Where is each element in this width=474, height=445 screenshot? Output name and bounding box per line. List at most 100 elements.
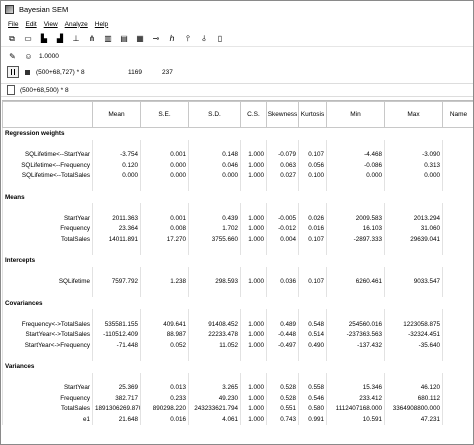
menu-view[interactable]: View: [43, 20, 58, 28]
value-cell[interactable]: 0.558: [298, 382, 327, 393]
value-cell[interactable]: 2011.363: [92, 213, 141, 224]
prior-icon[interactable]: ℎ: [169, 33, 175, 43]
value-cell[interactable]: 23.364: [92, 223, 141, 234]
value-cell[interactable]: 0.439: [188, 213, 241, 224]
menu-analyze[interactable]: Analyze: [64, 20, 88, 28]
value-cell[interactable]: [442, 160, 473, 171]
header-max[interactable]: Max: [384, 101, 443, 128]
value-cell[interactable]: 535581.155: [92, 319, 141, 330]
header-skewness[interactable]: Skewness: [266, 101, 299, 128]
columns-icon[interactable]: ▥: [104, 33, 112, 43]
value-cell[interactable]: 0.001: [140, 149, 189, 160]
value-cell[interactable]: 1.238: [140, 276, 189, 287]
value-cell[interactable]: -71.448: [92, 340, 141, 351]
value-cell[interactable]: 1.000: [240, 223, 267, 234]
value-cell[interactable]: 7597.792: [92, 276, 141, 287]
parameter-label[interactable]: Frequency: [2, 223, 93, 234]
table-icon[interactable]: ▤: [120, 33, 128, 43]
value-cell[interactable]: 4.061: [188, 414, 241, 425]
value-cell[interactable]: 1.000: [240, 329, 267, 340]
parameter-label[interactable]: TotalSales: [2, 403, 93, 414]
value-cell[interactable]: 2009.583: [326, 213, 385, 224]
value-cell[interactable]: 0.528: [266, 393, 299, 404]
value-cell[interactable]: 0.100: [298, 170, 327, 181]
value-cell[interactable]: 1.000: [240, 234, 267, 245]
value-cell[interactable]: -0.012: [266, 223, 299, 234]
value-cell[interactable]: -237363.563: [326, 329, 385, 340]
value-cell[interactable]: [442, 329, 473, 340]
header-kurtosis[interactable]: Kurtosis: [298, 101, 327, 128]
value-cell[interactable]: 17.270: [140, 234, 189, 245]
value-cell[interactable]: 1.000: [240, 382, 267, 393]
value-cell[interactable]: 1.000: [240, 414, 267, 425]
value-cell[interactable]: [442, 393, 473, 404]
value-cell[interactable]: [442, 234, 473, 245]
value-cell[interactable]: -0.005: [266, 213, 299, 224]
value-cell[interactable]: 0.313: [384, 160, 443, 171]
value-cell[interactable]: 0.489: [266, 319, 299, 330]
value-cell[interactable]: 1.702: [188, 223, 241, 234]
value-cell[interactable]: 1.000: [240, 213, 267, 224]
value-cell[interactable]: [442, 223, 473, 234]
value-cell[interactable]: 3364908800.000: [384, 403, 443, 414]
value-cell[interactable]: 0.001: [140, 213, 189, 224]
value-cell[interactable]: 0.000: [140, 170, 189, 181]
header-se[interactable]: S.E.: [140, 101, 189, 128]
value-cell[interactable]: 0.013: [140, 382, 189, 393]
value-cell[interactable]: 0.148: [188, 149, 241, 160]
value-cell[interactable]: -3.754: [92, 149, 141, 160]
value-cell[interactable]: 0.490: [298, 340, 327, 351]
value-cell[interactable]: 0.000: [92, 170, 141, 181]
value-cell[interactable]: 680.112: [384, 393, 443, 404]
parameter-label[interactable]: SQLifetime: [2, 276, 93, 287]
value-cell[interactable]: 409.641: [140, 319, 189, 330]
value-cell[interactable]: 47.231: [384, 414, 443, 425]
value-cell[interactable]: 88.987: [140, 329, 189, 340]
parameter-label[interactable]: StartYear: [2, 382, 93, 393]
value-cell[interactable]: 1.000: [240, 160, 267, 171]
value-cell[interactable]: -35.640: [384, 340, 443, 351]
value-cell[interactable]: 25.369: [92, 382, 141, 393]
value-cell[interactable]: -3.090: [384, 149, 443, 160]
parameter-label[interactable]: StartYear<->Frequency: [2, 340, 93, 351]
value-cell[interactable]: 9033.547: [384, 276, 443, 287]
value-cell[interactable]: -137.432: [326, 340, 385, 351]
value-cell[interactable]: 0.046: [188, 160, 241, 171]
value-cell[interactable]: 0.016: [298, 223, 327, 234]
key-icon[interactable]: ⊸: [152, 33, 160, 43]
parameter-label[interactable]: StartYear<->TotalSales: [2, 329, 93, 340]
parameter-label[interactable]: Frequency: [2, 393, 93, 404]
value-cell[interactable]: 1.000: [240, 403, 267, 414]
wrench-icon[interactable]: ✎: [9, 51, 16, 61]
value-cell[interactable]: 1.000: [240, 319, 267, 330]
value-cell[interactable]: 1112407168.000: [326, 403, 385, 414]
chain-icon[interactable]: ⫰: [202, 33, 206, 43]
value-cell[interactable]: 0.008: [140, 223, 189, 234]
header-mean[interactable]: Mean: [92, 101, 141, 128]
value-cell[interactable]: -32324.451: [384, 329, 443, 340]
header-blank[interactable]: [2, 101, 93, 128]
value-cell[interactable]: -0.448: [266, 329, 299, 340]
header-name[interactable]: Name: [442, 101, 473, 128]
value-cell[interactable]: 29639.041: [384, 234, 443, 245]
header-cs[interactable]: C.S.: [240, 101, 267, 128]
value-cell[interactable]: 0.743: [266, 414, 299, 425]
value-cell[interactable]: 6260.461: [326, 276, 385, 287]
copy-icon[interactable]: ⧉: [9, 33, 15, 43]
value-cell[interactable]: 243233621.794: [188, 403, 241, 414]
open-icon[interactable]: ▭: [24, 33, 32, 43]
value-cell[interactable]: 1.000: [240, 170, 267, 181]
value-cell[interactable]: 1.000: [240, 276, 267, 287]
value-cell[interactable]: [442, 213, 473, 224]
menu-file[interactable]: File: [8, 20, 19, 28]
value-cell[interactable]: 0.107: [298, 234, 327, 245]
value-cell[interactable]: 1223058.875: [384, 319, 443, 330]
value-cell[interactable]: 0.107: [298, 149, 327, 160]
value-cell[interactable]: 233.412: [326, 393, 385, 404]
value-cell[interactable]: [442, 403, 473, 414]
value-cell[interactable]: -0.079: [266, 149, 299, 160]
histogram-icon[interactable]: ▙: [40, 33, 48, 43]
tree-icon[interactable]: ⊥: [72, 33, 80, 43]
value-cell[interactable]: 21.648: [92, 414, 141, 425]
value-cell[interactable]: 0.548: [298, 319, 327, 330]
